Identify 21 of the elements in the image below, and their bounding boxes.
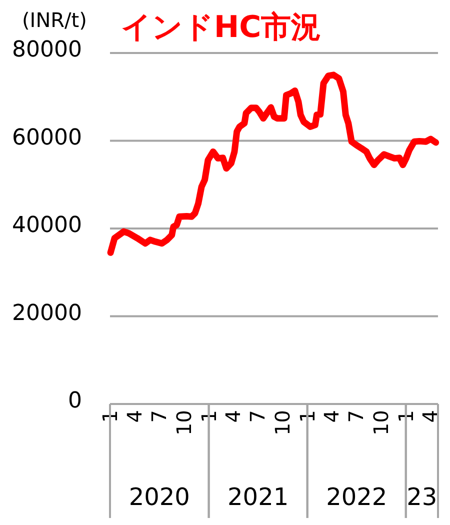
xtick-label: 4 [122,410,147,423]
xtick-label: 7 [147,410,172,423]
year-label: 2020 [128,483,190,511]
xtick-label: 10 [172,410,196,436]
ytick-label: 40000 [12,213,82,238]
xtick-label: 10 [270,410,294,436]
xtick-label: 7 [246,410,270,423]
title: インドHC市況 [121,10,322,45]
xtick-label: 7 [344,410,368,423]
ytick-label: 60000 [12,125,82,150]
year-label: 23 [406,483,438,511]
xtick-label: 4 [221,410,246,423]
ytick-label: 20000 [12,300,82,326]
year-label: 2022 [326,483,388,511]
xtick-label: 4 [418,410,442,423]
xtick-label: 10 [369,410,394,436]
ylabel: (INR/t) [22,8,87,32]
xtick-label: 4 [320,410,344,423]
ytick-label: 80000 [12,38,82,62]
ytick-label: 0 [68,388,82,414]
year-label: 2021 [228,483,289,511]
